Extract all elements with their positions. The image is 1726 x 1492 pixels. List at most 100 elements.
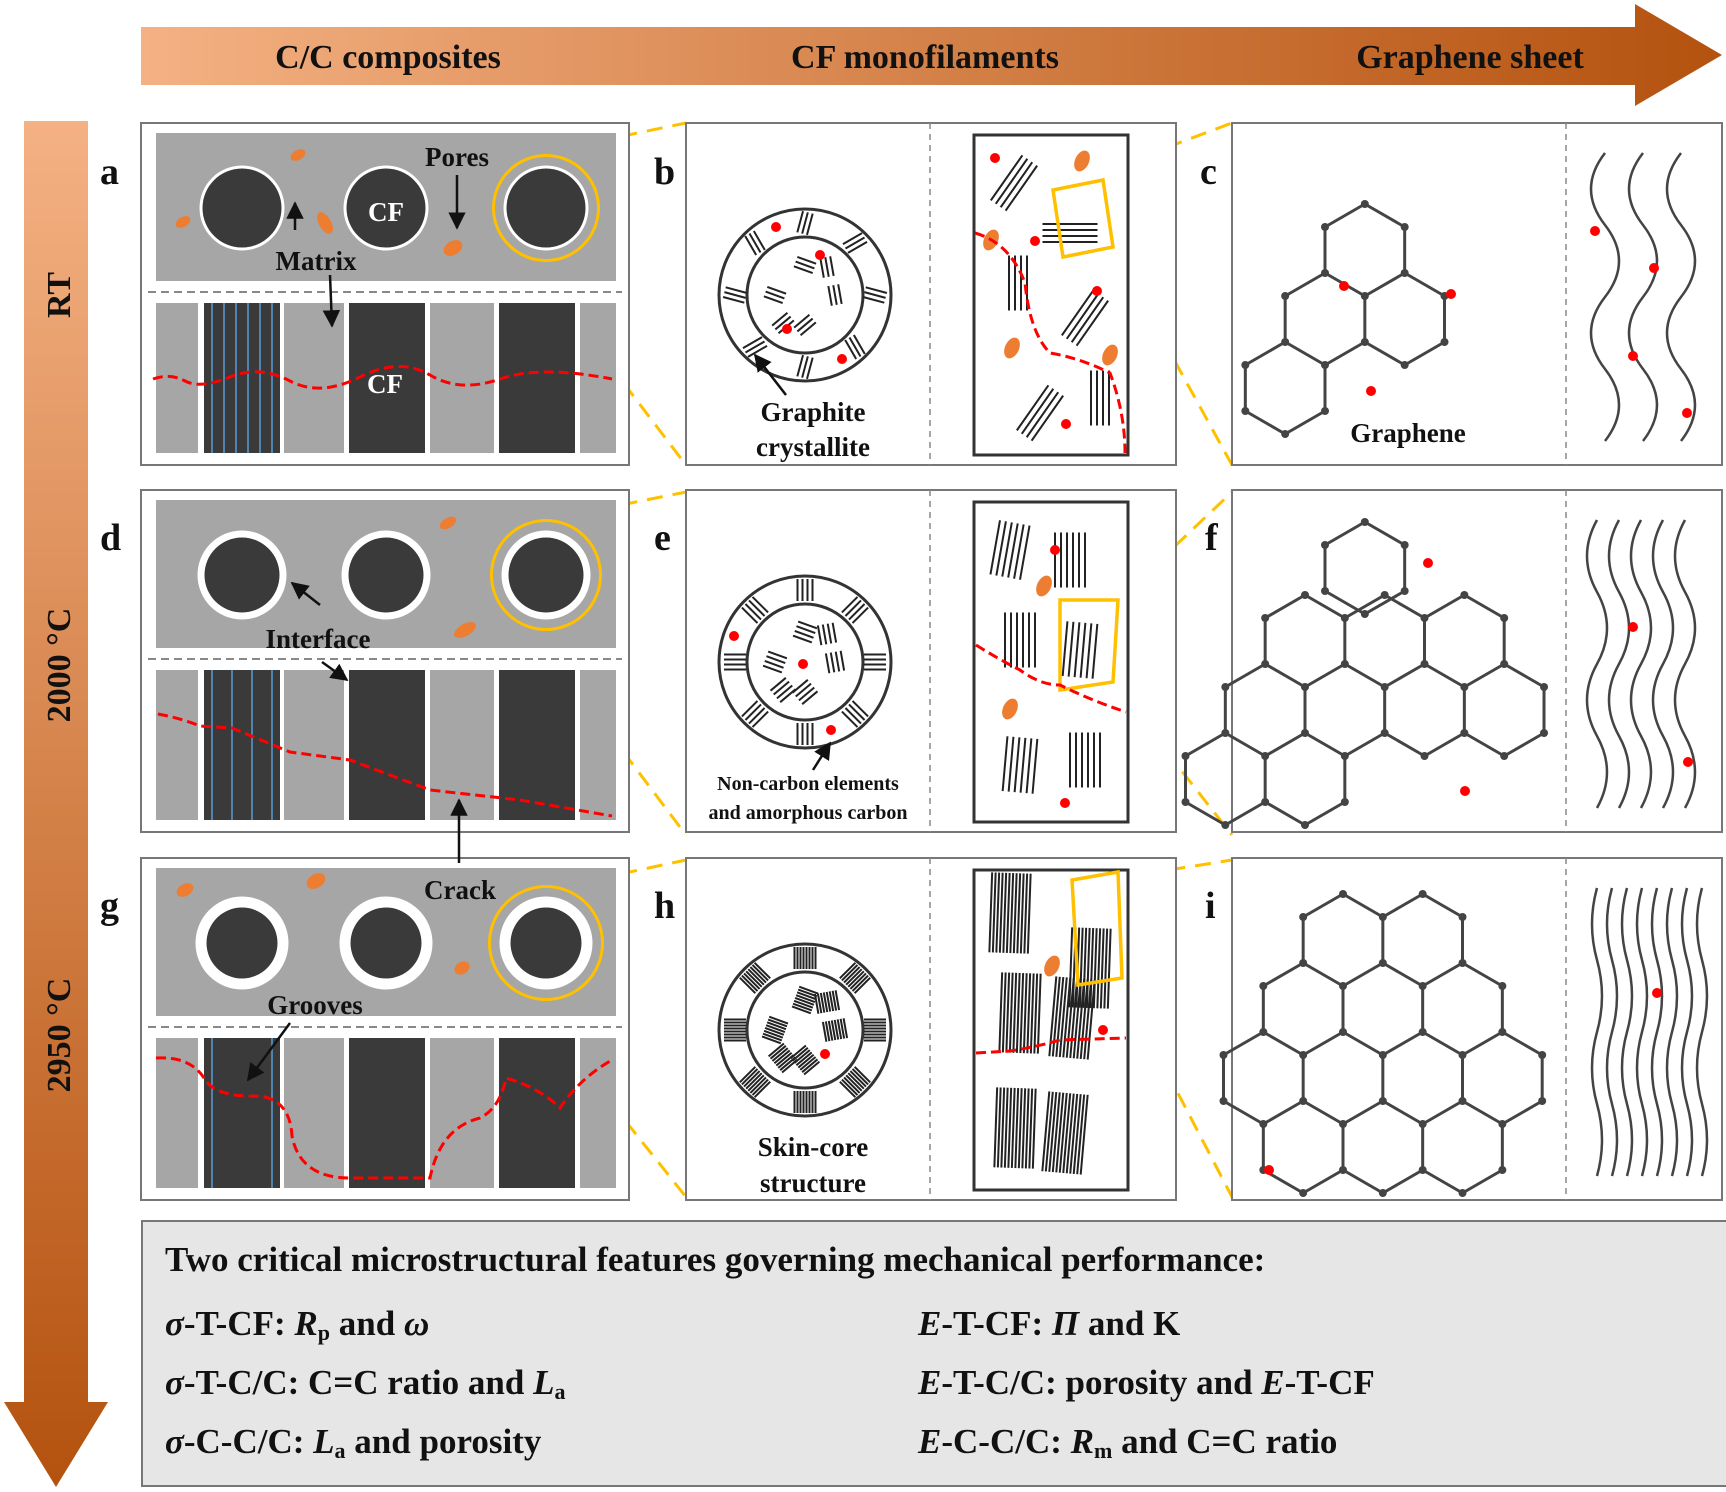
crystallite-line: [1062, 977, 1072, 1058]
crystallite-line: [751, 964, 769, 982]
crystallite-line: [1001, 522, 1013, 577]
crystallite-line: [989, 520, 1001, 575]
crystallite-line: [744, 703, 762, 721]
crystallite-line: [993, 1087, 999, 1168]
crystallite-line: [791, 1005, 812, 1015]
crystallite-line: [1061, 621, 1069, 677]
stage-label-cc: C/C composites: [275, 39, 501, 76]
crystallite-line: [1005, 972, 1011, 1053]
noncarbon-dot: [1092, 286, 1102, 296]
crystallite-line: [1008, 972, 1014, 1053]
carbon-atom: [1321, 407, 1329, 415]
stage-arrow: C/C composites CF monofilaments Graphene…: [141, 4, 1722, 106]
crystallite-line: [831, 622, 838, 643]
crystallite-line: [1009, 873, 1015, 954]
panel-letter-a: a: [100, 151, 119, 193]
crystallite-line: [839, 650, 846, 671]
graphene-bond: [1284, 409, 1326, 436]
crystallite-line: [824, 256, 830, 278]
graphene-bond: [1503, 662, 1545, 689]
crystallite-line: [806, 357, 814, 380]
carbon-atom: [1360, 610, 1369, 618]
crystallite-line: [842, 1018, 849, 1039]
carbon-atom: [1360, 200, 1369, 208]
graphene-bond: [1224, 800, 1266, 827]
graphene-bond: [1421, 961, 1464, 988]
carbon-atom: [1360, 518, 1369, 526]
graphene-layer: [1680, 887, 1694, 1177]
crystallite-line: [851, 974, 869, 992]
graphene-bond: [1364, 589, 1406, 616]
pore: [443, 240, 463, 256]
crystallite-line: [843, 966, 861, 984]
crystallite-line: [841, 710, 859, 728]
temp-label-rt: RT: [41, 272, 78, 318]
crystallite-line: [1029, 973, 1035, 1054]
noncarbon-dot: [1446, 289, 1456, 299]
matrix-band: [284, 1038, 344, 1188]
crystallite-line: [751, 710, 769, 728]
matrix-band: [580, 1038, 616, 1188]
crystallite-line: [753, 962, 771, 980]
crystallite-line: [781, 1058, 799, 1074]
temp-label-2950: 2950 °C: [41, 978, 78, 1093]
graphene-layer: [1590, 887, 1604, 1177]
carbon-atom: [1498, 1166, 1507, 1174]
crystallite-line: [1016, 873, 1022, 954]
crystallite-line: [1058, 977, 1068, 1058]
fiber-cross-section: [506, 168, 586, 248]
graphene-bond: [1383, 731, 1426, 758]
crystallite-line: [749, 1076, 767, 1094]
crystallite-line: [1023, 873, 1029, 954]
carbon-atom: [1378, 1189, 1387, 1197]
crystallite-line: [1048, 1091, 1058, 1172]
graphene-bond: [1302, 961, 1344, 988]
crystallite-line: [747, 344, 768, 358]
carbon-atom: [1540, 729, 1549, 737]
graphene-layer: [1589, 152, 1621, 442]
crystallite-line: [741, 1068, 759, 1086]
crystallite-line: [821, 1021, 828, 1042]
crystallite-line: [795, 994, 816, 1003]
graphene-bond: [1302, 1030, 1344, 1057]
graphene-layer: [1650, 887, 1664, 1177]
crystallite-line: [1099, 928, 1105, 1009]
label-crack: Crack: [424, 875, 496, 905]
graphene-bond: [1342, 1168, 1384, 1195]
noncarbon-dot: [1061, 419, 1071, 429]
crystallite-line: [741, 700, 759, 718]
noncarbon-dot: [798, 659, 808, 669]
summary-sigma-t-cf: σ-T-CF: Rp and ω: [165, 1304, 430, 1345]
crystallite-line: [769, 677, 787, 692]
fiber-band: [204, 303, 280, 453]
crystallite-line: [1001, 736, 1009, 792]
zoom-circle: [488, 885, 604, 1001]
graphene-bond: [1304, 662, 1346, 689]
noncarbon-dot: [1683, 757, 1693, 767]
noncarbon-dot: [729, 631, 739, 641]
crystallite-line: [1069, 1093, 1079, 1174]
crystallite-line: [764, 659, 784, 669]
summary-heading: Two critical microstructural features go…: [165, 1240, 1266, 1279]
crystallite-line: [825, 991, 832, 1012]
fiber-cross-section: [350, 907, 422, 979]
crack-path: [974, 231, 1127, 454]
crystallite-line: [1030, 395, 1064, 442]
matrix-band: [580, 670, 616, 820]
fiber-band: [499, 1038, 575, 1188]
graphene-bond: [1463, 662, 1505, 689]
graphene-bond: [1364, 271, 1406, 298]
crystallite-line: [766, 655, 786, 665]
zoom-circle: [492, 154, 600, 262]
graphene-bond: [1304, 731, 1346, 758]
crystallite-line: [797, 1053, 815, 1069]
zoom-box: [1058, 598, 1120, 693]
carbon-atom: [1219, 1051, 1228, 1059]
cf-panel-0: [685, 122, 1177, 466]
crystallite-line: [1014, 1088, 1020, 1169]
fiber-cross-section: [202, 168, 282, 248]
graphene-bond: [1262, 1099, 1304, 1126]
crystallite-line: [819, 992, 826, 1013]
zoom-box: [1070, 869, 1124, 988]
crystallite-line: [748, 599, 766, 617]
